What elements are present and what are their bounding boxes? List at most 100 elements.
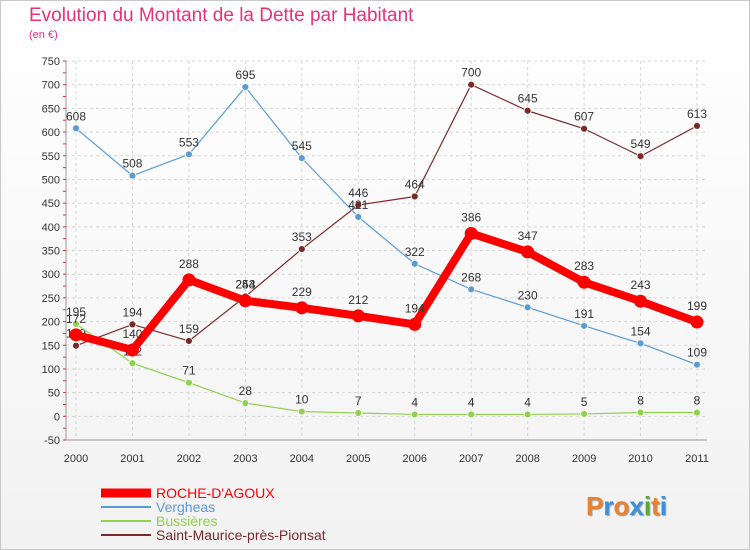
data-point [580,124,588,133]
y-tick-label: 0 [54,411,60,423]
data-point [693,408,701,417]
data-label: 4 [524,395,531,409]
data-point [467,410,476,419]
data-label: 4 [468,395,475,409]
x-tick-label: 2000 [64,453,88,465]
data-label: 159 [179,322,199,336]
data-label: 212 [348,293,368,307]
data-point [72,320,80,328]
data-point [580,321,588,330]
data-label: 5 [581,395,588,409]
data-label: 4 [411,395,418,409]
series-line-3 [75,84,698,347]
x-tick-label: 2011 [685,453,709,465]
data-label: 243 [631,278,651,292]
data-label: 508 [122,157,142,171]
data-label: 288 [179,257,199,271]
logo-letter: x [629,491,644,521]
data-point [467,285,476,294]
data-label: 253 [235,277,255,291]
data-point [354,212,363,221]
data-label: 199 [687,299,707,313]
y-tick-label: 600 [42,127,60,139]
data-label: 700 [461,66,481,80]
chart-subtitle: (en €) [29,29,58,41]
data-point [241,83,250,91]
data-point [410,410,419,419]
y-tick-label: 50 [48,388,60,400]
y-tick-label: 300 [42,269,60,281]
data-label: 154 [631,324,651,338]
y-tick-label: 700 [42,80,60,92]
logo-letter: o [613,491,630,521]
y-tick-label: 500 [42,174,60,186]
data-point [693,360,701,369]
data-point [128,171,137,180]
logo-letter: r [603,491,614,521]
x-tick-label: 2004 [290,453,314,465]
chart-title: Evolution du Montant de la Dette par Hab… [29,5,414,26]
y-tick-label: -50 [44,435,60,447]
logo-letter: t [651,491,660,521]
data-point [636,339,645,348]
data-label: 283 [574,259,594,273]
data-label: 8 [637,394,644,408]
data-point [467,80,476,89]
logo-letter: i [659,491,667,521]
data-label: 347 [518,229,538,243]
legend-label: Vergheas [156,499,215,515]
data-point [69,328,83,342]
data-label: 545 [292,139,312,153]
data-point [297,407,306,416]
data-point [410,192,419,201]
data-point [523,410,532,419]
data-point [128,320,137,329]
logo-letter: i [643,491,652,521]
data-point [128,359,137,368]
x-tick-label: 2003 [233,453,257,465]
data-point [523,303,532,312]
y-tick-label: 100 [42,364,60,376]
data-point [577,275,591,289]
logo-letter: P [586,491,604,521]
data-label: 613 [687,107,707,121]
y-tick-label: 250 [42,293,60,305]
data-point [580,410,588,418]
data-point [636,152,645,161]
data-point [185,378,193,387]
data-label: 608 [66,109,86,123]
data-label: 322 [405,245,425,259]
x-tick-label: 2009 [572,453,596,465]
data-label: 194 [405,301,425,315]
data-point [238,294,252,308]
data-label: 8 [694,394,701,408]
data-label: 195 [66,305,86,319]
x-tick-label: 2008 [515,453,539,465]
data-label: 549 [631,137,651,151]
data-label: 464 [405,177,425,191]
x-tick-label: 2007 [459,453,483,465]
data-label: 191 [574,307,594,321]
y-tick-label: 750 [42,56,60,68]
series-line-0 [74,229,699,354]
y-tick-label: 400 [42,222,60,234]
y-tick-label: 650 [42,103,60,115]
data-point [521,245,535,259]
y-tick-label: 450 [42,198,60,210]
data-label: 10 [295,393,309,407]
data-point [297,245,306,253]
y-tick-label: 200 [42,317,60,329]
data-label: 230 [518,288,538,302]
data-point [125,343,139,357]
data-point [408,317,422,331]
data-label: 140 [122,327,142,341]
y-tick-label: 550 [42,151,60,163]
data-point [523,106,532,115]
data-label: 172 [66,312,86,326]
legend-label: Saint-Maurice-près-Pionsat [156,527,326,543]
x-tick-label: 2002 [177,453,201,465]
data-point [182,273,196,287]
data-point [185,150,193,159]
